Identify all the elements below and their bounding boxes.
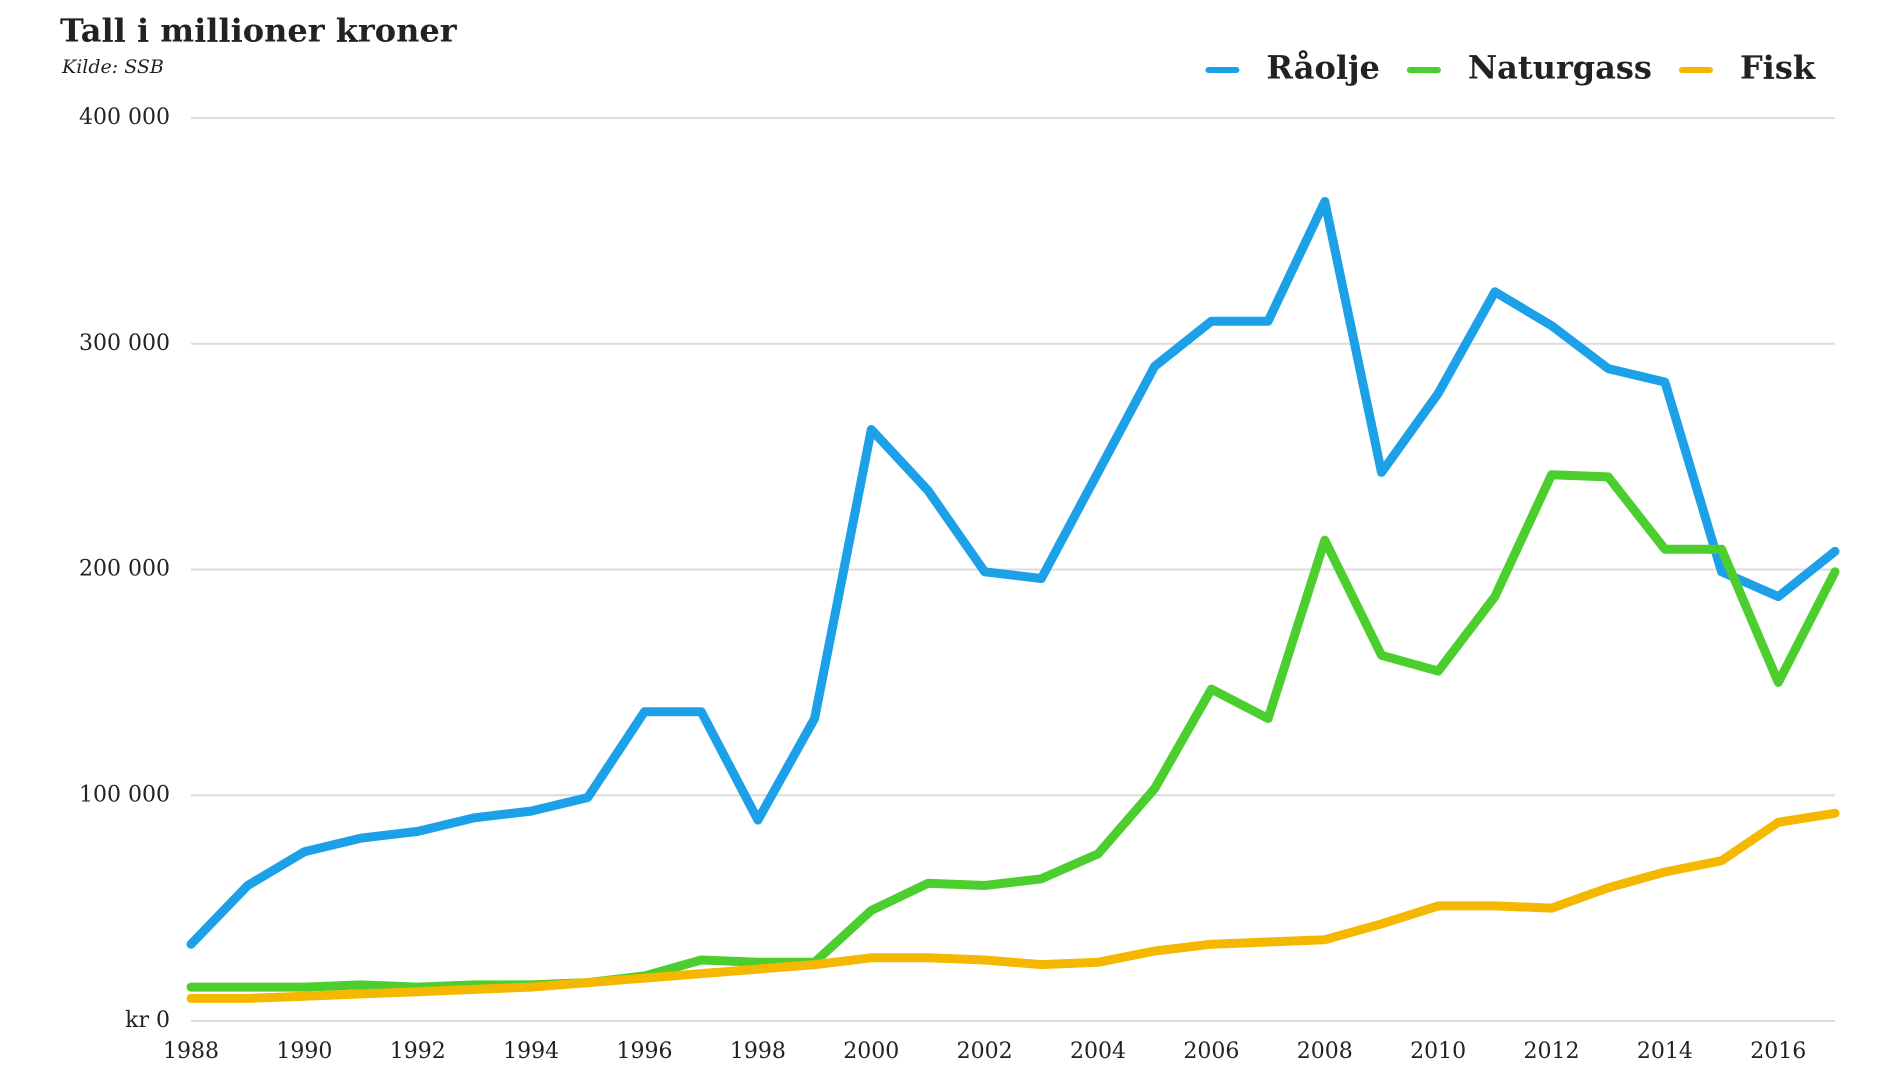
- x-tick-label: 1990: [276, 1039, 332, 1064]
- y-tick-label: kr 0: [125, 1008, 170, 1033]
- legend-label: Råolje: [1266, 49, 1380, 87]
- x-tick-label: 2008: [1297, 1039, 1353, 1064]
- x-tick-label: 2014: [1637, 1039, 1693, 1064]
- legend-label: Fisk: [1740, 49, 1816, 87]
- x-tick-label: 2012: [1524, 1039, 1580, 1064]
- x-tick-label: 2002: [957, 1039, 1013, 1064]
- x-tick-label: 1988: [163, 1039, 219, 1064]
- y-tick-label: 400 000: [79, 105, 170, 130]
- grid: kr 0 100 000 200 000 300 000 400 000 1988 1990…: [79, 105, 1835, 1064]
- x-tick-label: 2016: [1750, 1039, 1806, 1064]
- series-line: [186, 470, 1840, 992]
- x-tick-label: 1996: [617, 1039, 673, 1064]
- x-tick-label: 1994: [503, 1039, 559, 1064]
- x-tick-label: 2004: [1070, 1039, 1126, 1064]
- y-tick-label: 300 000: [79, 331, 170, 356]
- chart-subtitle: Kilde: SSB: [61, 56, 164, 78]
- x-tick-label: 2000: [843, 1039, 899, 1064]
- series-line: [186, 808, 1840, 1003]
- series-line: [186, 197, 1840, 949]
- chart-title: Tall i millioner kroner: [60, 12, 458, 50]
- legend-label: Naturgass: [1468, 49, 1652, 87]
- x-tick-label: 1992: [390, 1039, 446, 1064]
- x-tick-label: 2010: [1410, 1039, 1466, 1064]
- legend: Fisk Naturgass Råolje: [1205, 49, 1816, 87]
- y-tick-label: 200 000: [79, 557, 170, 582]
- y-tick-label: 100 000: [79, 782, 170, 807]
- lines: [186, 197, 1840, 1003]
- x-tick-label: 2006: [1183, 1039, 1239, 1064]
- x-tick-label: 1998: [730, 1039, 786, 1064]
